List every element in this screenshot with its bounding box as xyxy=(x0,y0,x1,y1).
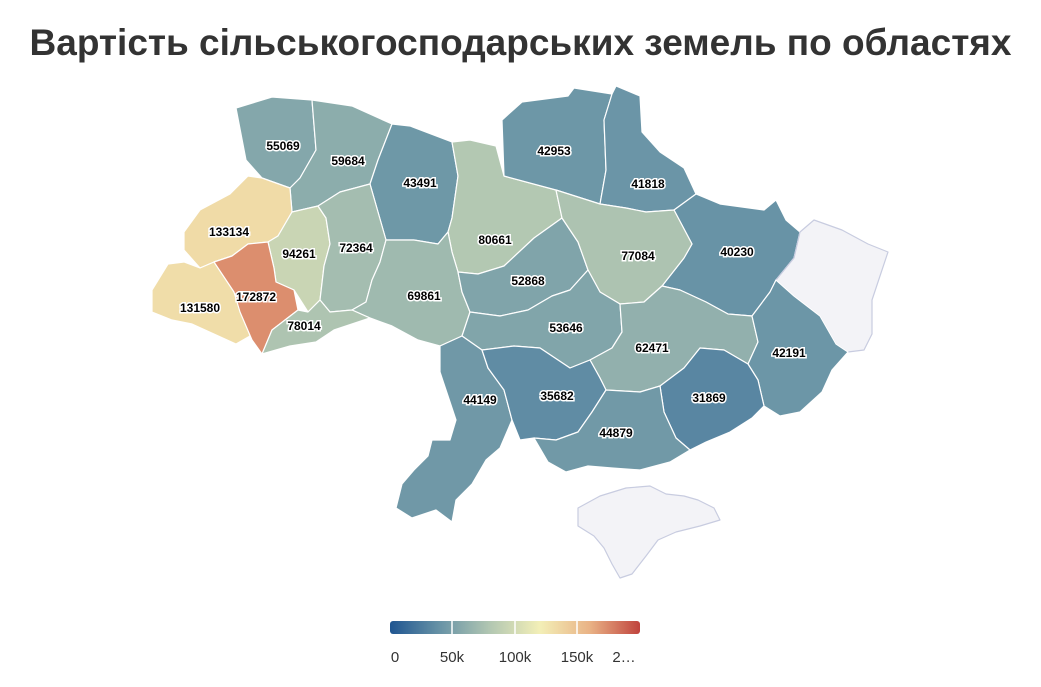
region-value-label-volyn: 55069 xyxy=(266,139,300,153)
color-legend: 0 50k 100k 150k 2… xyxy=(390,621,640,666)
region-value-label-dnipropetrovsk: 62471 xyxy=(635,341,669,355)
region-value-label-chernivtsi: 78014 xyxy=(287,319,321,333)
legend-tick-200k: 2… xyxy=(612,649,635,666)
region-value-label-lviv: 133134 xyxy=(209,225,249,239)
legend-tick-150k: 150k xyxy=(561,649,594,666)
region-value-label-zaporizhzhia: 31869 xyxy=(692,391,726,405)
region-value-label-sumy: 41818 xyxy=(631,177,665,191)
region-value-label-zhytomyr: 43491 xyxy=(403,176,437,190)
regions-layer xyxy=(151,85,889,579)
region-value-label-kirovohrad: 53646 xyxy=(549,321,583,335)
region-value-label-khmelnytskyi: 72364 xyxy=(339,241,373,255)
legend-tick-lines xyxy=(451,621,578,634)
region-kherson[interactable] xyxy=(533,385,691,473)
region-value-label-ivano-frankivsk: 172872 xyxy=(236,290,276,304)
region-value-label-zakarpattia: 131580 xyxy=(180,301,220,315)
region-crimea[interactable] xyxy=(577,485,721,579)
region-value-label-chernihiv: 42953 xyxy=(537,144,571,158)
region-value-label-odesa: 44149 xyxy=(463,393,497,407)
region-value-label-rivne: 59684 xyxy=(331,154,365,168)
region-value-label-ternopil: 94261 xyxy=(282,247,316,261)
region-value-label-mykolaiv: 35682 xyxy=(540,389,574,403)
legend-tick-100k: 100k xyxy=(499,649,532,666)
region-value-label-kherson: 44879 xyxy=(599,426,633,440)
region-chernivtsi[interactable] xyxy=(261,299,371,355)
region-value-label-cherkasy: 52868 xyxy=(511,274,545,288)
region-value-label-kyiv: 80661 xyxy=(478,233,512,247)
region-value-label-kharkiv: 40230 xyxy=(720,245,754,259)
legend-tick-0: 0 xyxy=(391,649,399,666)
region-value-label-vinnytsia: 69861 xyxy=(407,289,441,303)
region-value-label-poltava: 77084 xyxy=(621,249,655,263)
region-sumy[interactable] xyxy=(599,85,697,213)
map-title: Вартість сільськогосподарських земель по… xyxy=(29,22,1012,63)
legend-tick-50k: 50k xyxy=(440,649,465,666)
value-labels-layer: 55069 59684 43491 80661 42953 41818 40230 13313… xyxy=(178,138,807,442)
region-value-label-donetsk: 42191 xyxy=(772,346,806,360)
